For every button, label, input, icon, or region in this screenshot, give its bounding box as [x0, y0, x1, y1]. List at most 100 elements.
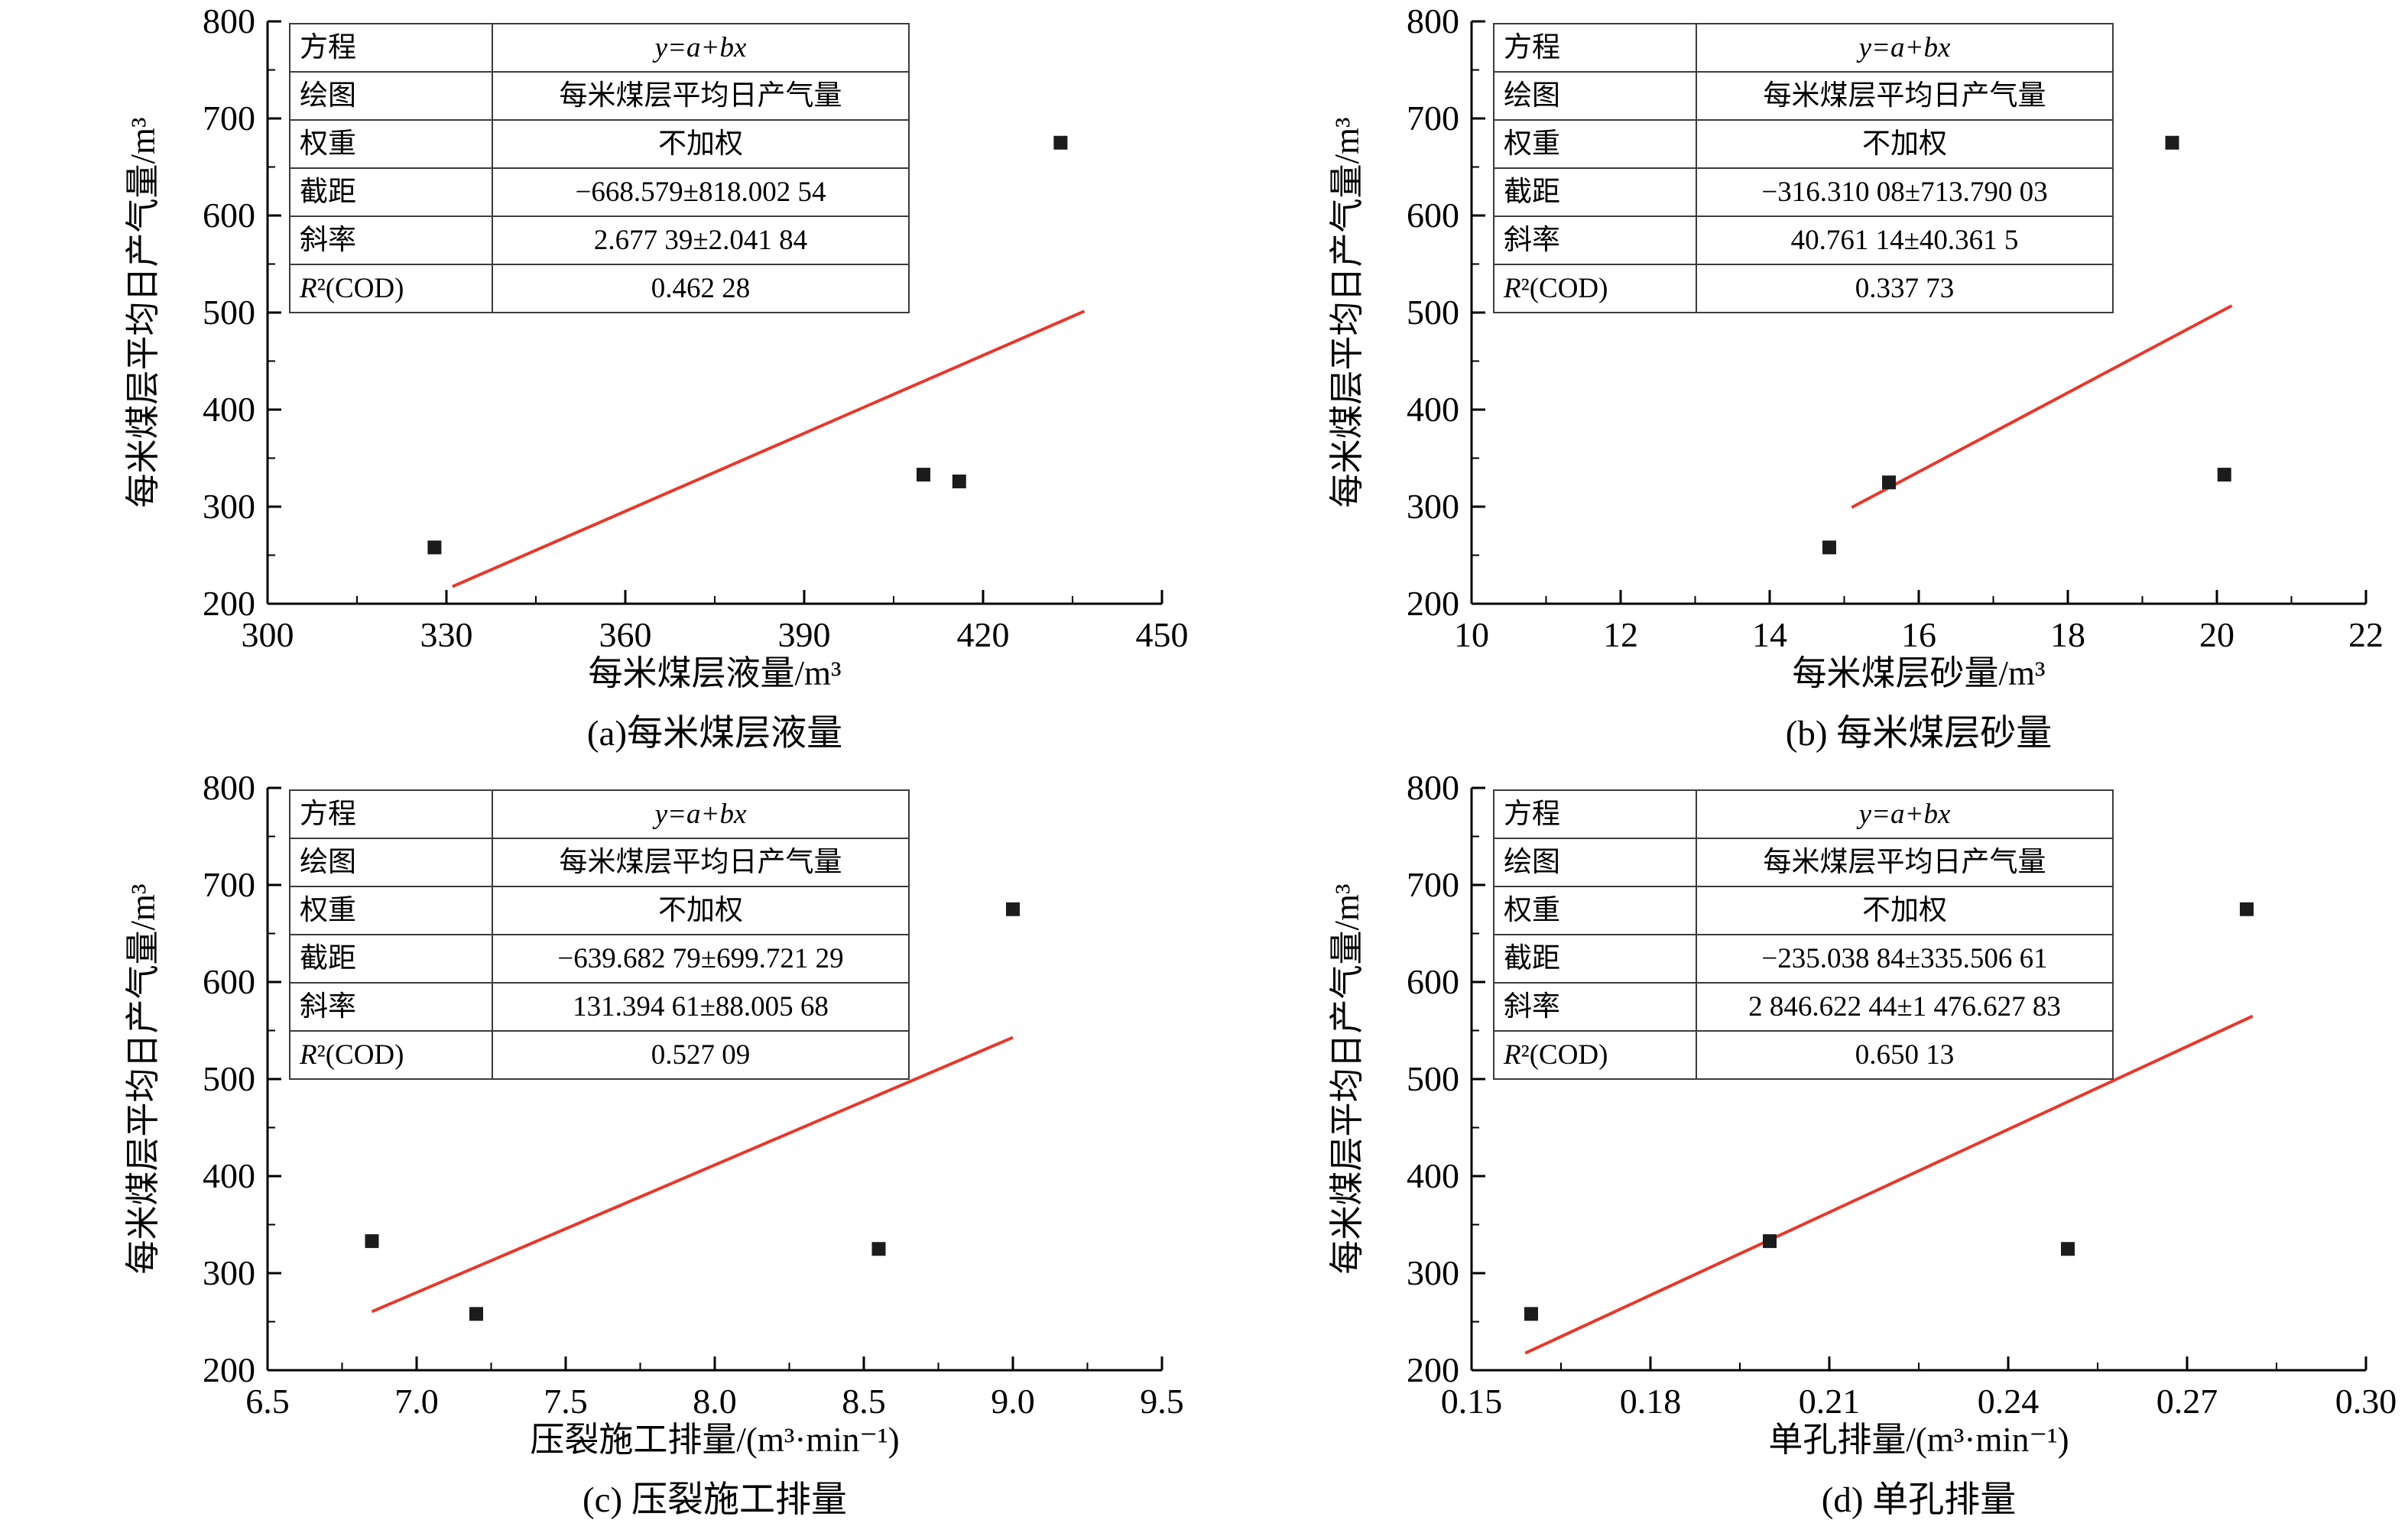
- x-tick-label: 0.30: [2335, 1382, 2397, 1421]
- table-row-label: R²(COD): [1493, 264, 1697, 313]
- y-tick-label: 700: [1407, 865, 1459, 904]
- data-point: [1006, 902, 1020, 916]
- y-tick-label: 600: [203, 196, 255, 235]
- regression-table-row: 权重 不加权: [1493, 119, 2114, 169]
- table-row-value: 0.650 13: [1696, 1030, 2114, 1080]
- data-point: [1882, 475, 1896, 490]
- table-row-value: 每米煤层平均日产气量: [1696, 838, 2114, 887]
- x-tick-label: 0.18: [1620, 1382, 1682, 1421]
- x-tick-label: 7.0: [394, 1382, 439, 1421]
- regression-table-row: 权重 不加权: [289, 119, 910, 169]
- subplot-caption: (b) 每米煤层砂量: [1786, 714, 2053, 754]
- regression-table-row: 斜率 40.761 14±40.361 5: [1493, 216, 2114, 265]
- y-axis-label: 每米煤层平均日产气量/m³: [124, 118, 162, 508]
- table-row-label: 截距: [1493, 167, 1697, 217]
- table-row-value: y=a+bx: [1696, 23, 2114, 73]
- table-row-label: R²(COD): [289, 264, 493, 313]
- subplot-a: 300 330 360 390 420 450 200 300 400 500 600 700 800 每…: [0, 0, 1204, 766]
- table-row-label: 权重: [289, 886, 493, 935]
- table-row-label: 截距: [289, 934, 493, 984]
- x-tick-label: 12: [1603, 615, 1638, 654]
- y-tick-label: 200: [203, 1350, 255, 1389]
- x-tick-label: 0.27: [2156, 1382, 2218, 1421]
- table-row-value: 不加权: [1696, 886, 2114, 935]
- table-row-value: −235.038 84±335.506 61: [1696, 934, 2114, 984]
- y-tick-label: 400: [203, 1156, 255, 1195]
- x-tick-label: 9.0: [991, 1382, 1035, 1421]
- table-row-value: 40.761 14±40.361 5: [1696, 216, 2114, 265]
- y-tick-label: 600: [1407, 196, 1459, 235]
- table-row-value: y=a+bx: [492, 23, 910, 73]
- regression-table-row: R²(COD) 0.650 13: [1493, 1030, 2114, 1080]
- table-row-label: 斜率: [1493, 982, 1697, 1032]
- table-row-value: 2.677 39±2.041 84: [492, 216, 910, 265]
- data-point: [871, 1242, 886, 1256]
- x-tick-label: 6.5: [245, 1382, 290, 1421]
- table-row-value: 每米煤层平均日产气量: [492, 838, 910, 887]
- regression-table: 方程 y=a+bx 绘图 每米煤层平均日产气量 权重 不加权 截距 −235.038 84±3…: [1493, 789, 2114, 1080]
- fit-line: [452, 310, 1086, 588]
- table-row-label: 权重: [289, 119, 493, 169]
- x-tick-label: 0.21: [1799, 1382, 1861, 1421]
- table-row-value: 不加权: [492, 886, 910, 935]
- x-tick-label: 330: [420, 615, 473, 654]
- table-row-value: 不加权: [1696, 119, 2114, 169]
- subplot-caption: (d) 单孔排量: [1822, 1480, 2017, 1520]
- table-row-label: R²(COD): [289, 1030, 493, 1080]
- x-axis-label: 每米煤层砂量/m³: [1793, 654, 2046, 692]
- table-row-value: 不加权: [492, 119, 910, 169]
- y-tick-label: 800: [1407, 768, 1459, 807]
- regression-table-row: R²(COD) 0.527 09: [289, 1030, 910, 1080]
- y-tick-label: 600: [203, 962, 255, 1001]
- x-tick-label: 8.0: [693, 1382, 737, 1421]
- x-axis-label: 单孔排量/(m³·min⁻¹): [1768, 1421, 2069, 1459]
- regression-table-row: 方程 y=a+bx: [289, 23, 910, 73]
- chart-c: 6.5 7.0 7.5 8.0 8.5 9.0 9.5 200 300 400 500 600 700 8…: [124, 768, 1184, 1520]
- y-tick-label: 400: [203, 390, 255, 429]
- y-tick-label: 200: [203, 584, 255, 623]
- table-row-label: 方程: [1493, 789, 1697, 839]
- x-tick-label: 7.5: [544, 1382, 588, 1421]
- x-tick-label: 16: [1901, 615, 1936, 654]
- data-point: [952, 474, 966, 488]
- y-tick-label: 700: [203, 99, 255, 138]
- x-tick-label: 22: [2348, 615, 2384, 654]
- table-row-label: 斜率: [1493, 216, 1697, 265]
- table-row-value: y=a+bx: [492, 789, 910, 839]
- table-row-value: 2 846.622 44±1 476.627 83: [1696, 982, 2114, 1032]
- subplot-b: 10 12 14 16 18 20 22 200 300 400 500 600 700 800 每米煤层砂…: [1204, 0, 2408, 766]
- regression-table-row: 截距 −639.682 79±699.721 29: [289, 934, 910, 984]
- x-tick-label: 390: [778, 615, 831, 654]
- table-row-label: 绘图: [289, 71, 493, 121]
- y-tick-label: 600: [1407, 962, 1459, 1001]
- table-row-label: 方程: [289, 23, 493, 73]
- data-point: [2165, 135, 2179, 150]
- x-axis-label: 压裂施工排量/(m³·min⁻¹): [530, 1421, 899, 1459]
- table-row-value: 0.527 09: [492, 1030, 910, 1080]
- table-row-label: 截距: [289, 167, 493, 217]
- data-point: [2240, 902, 2254, 916]
- y-tick-label: 200: [1407, 1350, 1459, 1389]
- x-tick-label: 8.5: [842, 1382, 886, 1421]
- table-row-label: 方程: [1493, 23, 1697, 73]
- regression-table-row: R²(COD) 0.462 28: [289, 264, 910, 313]
- regression-table-row: 斜率 131.394 61±88.005 68: [289, 982, 910, 1032]
- table-row-value: −668.579±818.002 54: [492, 167, 910, 217]
- y-tick-label: 800: [203, 2, 255, 41]
- table-row-value: −316.310 08±713.790 03: [1696, 167, 2114, 217]
- data-point: [365, 1234, 379, 1249]
- y-tick-label: 800: [1407, 2, 1459, 41]
- data-point: [2061, 1242, 2075, 1256]
- table-row-label: 斜率: [289, 216, 493, 265]
- regression-table-row: 截距 −316.310 08±713.790 03: [1493, 167, 2114, 217]
- table-row-value: 131.394 61±88.005 68: [492, 982, 910, 1032]
- data-point: [1763, 1234, 1777, 1249]
- regression-table-row: R²(COD) 0.337 73: [1493, 264, 2114, 313]
- fit-line: [1851, 304, 2233, 509]
- x-tick-label: 14: [1752, 615, 1787, 654]
- x-tick-label: 450: [1136, 615, 1189, 654]
- regression-table-row: 截距 −235.038 84±335.506 61: [1493, 934, 2114, 984]
- chart-a: 300 330 360 390 420 450200300400500600700800每…: [124, 2, 1189, 754]
- table-row-label: 方程: [289, 789, 493, 839]
